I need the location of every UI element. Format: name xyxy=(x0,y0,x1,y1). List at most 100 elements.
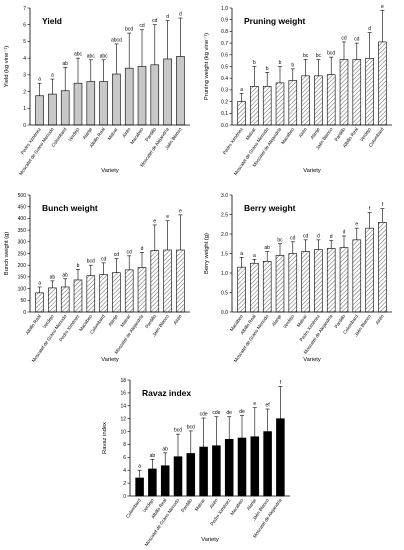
berry-sig-letter: ab xyxy=(264,245,270,251)
yield-bar xyxy=(137,66,147,126)
berry-bar xyxy=(250,262,259,313)
bunch-y-tick-label: 100 xyxy=(18,286,27,292)
yield-bar xyxy=(60,90,70,126)
ravaz-sig-letter: ab xyxy=(150,453,156,459)
ravaz-y-tick-label: 16 xyxy=(120,391,126,397)
pruning-bar xyxy=(288,80,298,126)
yield-sig-letter: d xyxy=(166,14,169,20)
berry-bar xyxy=(314,249,323,313)
berry-xlabel: Variety xyxy=(303,357,321,363)
yield-sig-letter: a xyxy=(38,77,41,83)
berry-sig-letter: cd xyxy=(303,233,309,239)
ravaz-bar xyxy=(263,431,272,497)
yield-bar xyxy=(163,58,172,126)
yield-y-tick-label: 0 xyxy=(23,123,26,129)
berry-y-tick-label: 2.0 xyxy=(221,232,228,238)
yield-y-tick-label: 3 xyxy=(23,73,26,79)
pruning-ylabel: Pruning weight (kg vine⁻¹) xyxy=(204,33,210,100)
yield-bar xyxy=(99,81,108,126)
bunch-y-tick-label: 0 xyxy=(23,310,26,316)
ravaz-y-tick-label: 6 xyxy=(123,455,126,461)
pruning-y-tick-label: 0.1 xyxy=(221,111,228,117)
berry-y-tick-label: 0.0 xyxy=(221,310,228,316)
berry-category-label: Pardillo xyxy=(333,313,346,329)
bunch-bar xyxy=(163,249,172,313)
bunch-title: Bunch weight xyxy=(42,203,98,213)
bunch-xlabel: Variety xyxy=(101,357,119,363)
bunch-sig-letter: cd xyxy=(101,256,107,262)
ravaz-bar xyxy=(224,438,234,497)
yield-sig-letter: abc xyxy=(87,53,96,59)
ravaz-bar xyxy=(276,418,285,497)
ravaz-category-label: Malvar xyxy=(194,497,206,512)
pruning-bar xyxy=(339,59,349,126)
berry-title: Berry weight xyxy=(244,203,296,213)
yield-bar xyxy=(112,73,121,126)
pruning-sig-letter: bcd xyxy=(327,51,335,57)
ravaz-y-tick-label: 2 xyxy=(123,481,126,487)
yield-sig-letter: d xyxy=(179,12,182,18)
bunch-sig-letter: ab xyxy=(62,272,68,278)
bunch-sig-letter: e xyxy=(179,208,182,214)
ravaz-bar xyxy=(148,468,157,497)
pruning-bar xyxy=(275,82,285,126)
yield-y-tick-label: 4 xyxy=(23,56,26,62)
berry-bar xyxy=(301,251,310,313)
yield-sig-letter: ab xyxy=(62,61,68,67)
bunch-sig-letter: ab xyxy=(50,274,56,280)
berry-sig-letter: d xyxy=(317,233,320,239)
ravaz-sig-letter: f xyxy=(280,380,282,386)
bunch-category-label: Alarije xyxy=(107,313,119,327)
yield-y-tick-label: 7 xyxy=(23,6,26,12)
pruning-sig-letter: d xyxy=(368,26,371,32)
pruning-sig-letter: b xyxy=(291,62,294,68)
pruning-bar xyxy=(262,86,272,126)
bunch-bar xyxy=(60,286,70,313)
yield-bar xyxy=(176,56,185,126)
berry-bar xyxy=(352,239,362,313)
ravaz-sig-letter: de xyxy=(239,409,245,415)
yield-category-label: Alarije xyxy=(82,126,94,140)
yield-y-tick-label: 6 xyxy=(23,23,26,29)
ravaz-y-tick-label: 18 xyxy=(120,378,126,384)
bunch-y-tick-label: 500 xyxy=(18,193,27,199)
yield-sig-letter: cd xyxy=(139,23,145,29)
bunch-bar xyxy=(150,250,160,313)
bunch-sig-letter: cd xyxy=(127,249,133,255)
pruning-bar xyxy=(378,41,387,126)
bunch-category-label: Airén xyxy=(172,313,183,325)
yield-sig-letter: bcd xyxy=(125,27,133,33)
berry-ylabel: Berry weight (g) xyxy=(204,233,210,274)
berry-category-label: Alarije xyxy=(271,313,283,327)
pruning-y-tick-label: 1.0 xyxy=(221,6,228,12)
ravaz-sig-letter: e xyxy=(253,401,256,407)
ravaz-xlabel: Variety xyxy=(201,537,219,543)
ravaz-y-tick-label: 12 xyxy=(120,416,126,422)
ravaz-title: Ravaz index xyxy=(142,388,191,398)
ravaz-y-tick-label: 0 xyxy=(123,494,126,500)
ravaz-y-tick-label: 4 xyxy=(123,468,126,474)
pruning-bar xyxy=(301,75,310,126)
ravaz-bar xyxy=(212,445,221,497)
bunch-category-label: Albillo Real xyxy=(25,314,42,336)
ravaz-y-tick-label: 14 xyxy=(120,404,126,410)
pruning-category-label: Macabeo xyxy=(280,126,295,145)
yield-sig-letter: a xyxy=(51,73,54,79)
pruning-y-tick-label: 0.2 xyxy=(221,99,228,105)
pruning-sig-letter: a xyxy=(240,87,243,93)
berry-y-tick-label: 1.0 xyxy=(221,271,228,277)
bunch-y-tick-label: 200 xyxy=(18,263,27,269)
berry-category-label: Verdejo xyxy=(282,313,295,329)
pruning-sig-letter: bc xyxy=(316,53,322,59)
ravaz-category-label: Airén xyxy=(208,497,219,509)
bunch-bar xyxy=(35,292,44,313)
bunch-bar xyxy=(48,287,57,313)
yield-sig-letter: abcd xyxy=(111,37,122,43)
pruning-y-tick-label: 0.5 xyxy=(221,64,228,70)
ravaz-bar xyxy=(173,456,183,497)
pruning-y-tick-label: 0.3 xyxy=(221,88,228,94)
pruning-chart: Pruning weight Pruning weight (kg vine⁻¹)… xyxy=(204,4,392,176)
yield-category-label: Macabeo xyxy=(129,126,144,145)
pruning-xlabel: Variety xyxy=(303,168,321,174)
